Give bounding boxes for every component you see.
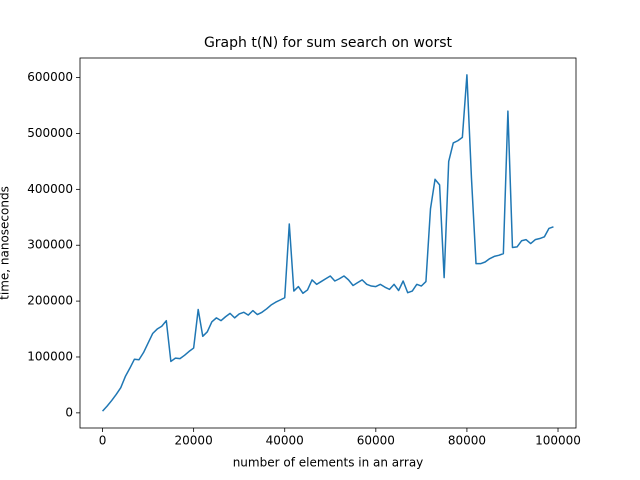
x-tick-label: 20000 xyxy=(175,434,213,448)
x-axis-label: number of elements in an array xyxy=(233,456,424,470)
y-tick-label: 200000 xyxy=(27,294,73,308)
x-tick-label: 80000 xyxy=(448,434,486,448)
chart-title: Graph t(N) for sum search on worst xyxy=(204,35,453,51)
y-tick-label: 400000 xyxy=(27,182,73,196)
y-tick-label: 500000 xyxy=(27,126,73,140)
x-tick-label: 40000 xyxy=(266,434,304,448)
y-tick-label: 100000 xyxy=(27,349,73,363)
y-axis-label: time, nanoseconds xyxy=(0,186,12,300)
y-tick-label: 300000 xyxy=(27,238,73,252)
y-tick-label: 0 xyxy=(65,405,73,419)
line-series xyxy=(101,74,554,412)
plot-frame xyxy=(79,57,577,429)
x-tick-label: 0 xyxy=(99,434,107,448)
x-tick-label: 100000 xyxy=(535,434,581,448)
y-tick-label: 600000 xyxy=(27,70,73,84)
x-tick-label: 60000 xyxy=(357,434,395,448)
